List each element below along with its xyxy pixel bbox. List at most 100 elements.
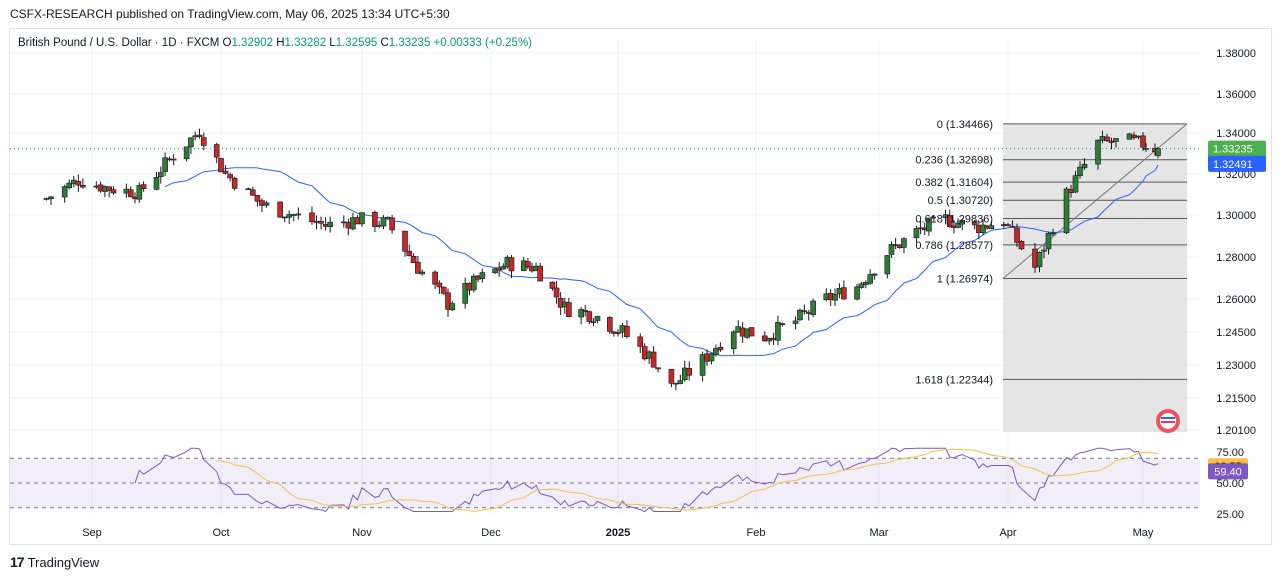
candle-body (309, 212, 315, 222)
candle-body (48, 196, 54, 200)
fib-level-label: 0.786 (1.28577) (915, 240, 993, 252)
candle-body (1045, 232, 1052, 250)
candle-body (775, 322, 781, 341)
candle (699, 351, 706, 382)
candle (286, 210, 293, 224)
candle-body (624, 325, 630, 337)
candle (615, 328, 621, 337)
candle (884, 254, 891, 279)
candle (75, 174, 82, 193)
high-value: 1.33282 (285, 37, 330, 49)
candle (432, 270, 438, 289)
candle-body (419, 271, 426, 275)
candle (1036, 251, 1043, 273)
candle-body (832, 294, 838, 301)
candle (810, 298, 816, 318)
candle (162, 152, 168, 177)
candle-body (231, 177, 238, 189)
rsi-value-tag: 59.40 (1208, 463, 1248, 480)
fib-level-label: 0.236 (1.32698) (915, 155, 993, 167)
candle (1072, 170, 1079, 194)
candle (222, 165, 229, 175)
candle (1050, 228, 1056, 237)
candle-body (479, 272, 486, 279)
candle-body (110, 189, 117, 194)
candle (136, 182, 143, 203)
flag-icon (1156, 409, 1180, 433)
candle (70, 176, 77, 188)
price-tick-label: 1.20100 (1216, 425, 1256, 437)
candle-body (432, 271, 438, 285)
candle-body (871, 273, 878, 276)
candle (1014, 223, 1020, 248)
candle-body (858, 283, 865, 288)
candle (188, 137, 194, 155)
candle (492, 268, 498, 274)
candle (537, 262, 543, 282)
time-tick-label: Dec (481, 527, 501, 539)
candle (436, 280, 443, 294)
candle (708, 353, 715, 365)
candle-body (436, 282, 443, 288)
candle (402, 230, 408, 257)
rsi-tick-label: 25.00 (1216, 509, 1244, 521)
price-tick-label: 1.36000 (1216, 89, 1256, 101)
candle-body (582, 310, 589, 312)
candle-body (140, 184, 147, 190)
candle (988, 221, 995, 230)
candle-body (196, 134, 203, 138)
candle (250, 186, 256, 196)
price-tick-label: 1.30000 (1216, 210, 1256, 222)
candle (61, 184, 68, 203)
rsi-line (134, 447, 1159, 513)
price-tag: 1.32491 (1208, 155, 1266, 172)
candle-body (810, 300, 816, 316)
candle (867, 269, 874, 285)
candle-body (470, 275, 477, 291)
close-value: 1.33235 (389, 37, 434, 49)
candle-body (327, 221, 333, 228)
candle (380, 215, 387, 230)
high-label: H (276, 37, 284, 49)
fib-level-label: 1 (1.26974) (937, 274, 993, 286)
candle (1095, 139, 1101, 170)
low-value: 1.32595 (336, 37, 381, 49)
candle-body (158, 172, 164, 177)
low-label: L (329, 37, 336, 49)
candle-body (80, 184, 86, 188)
candle-body (980, 224, 986, 233)
candle-body (615, 332, 621, 334)
candle-body (295, 213, 302, 216)
candle-body (566, 302, 572, 317)
candle (717, 342, 724, 352)
tradingview-logo-icon: 17 (10, 554, 25, 570)
candle (359, 212, 365, 227)
candle-body (748, 327, 755, 337)
candle-body (637, 336, 644, 347)
candle (1005, 223, 1011, 227)
ma-line (164, 165, 1159, 357)
price-tick-label: 1.21500 (1216, 393, 1256, 405)
candle-body (946, 215, 953, 228)
candle (419, 269, 426, 276)
attribution-text: CSFX-RESEARCH published on TradingView.c… (10, 7, 450, 21)
candle (318, 216, 324, 230)
candle (1063, 186, 1070, 234)
candle (959, 219, 966, 231)
candle (854, 284, 860, 301)
candle-body (359, 212, 365, 225)
candle (389, 214, 395, 234)
candle (901, 237, 907, 254)
candle (201, 132, 207, 151)
chart-frame (9, 28, 1272, 545)
candle-body (1009, 226, 1016, 228)
candle-body (677, 380, 684, 384)
price-tick-label: 1.24500 (1216, 327, 1256, 339)
rsi-tag-box (1208, 463, 1248, 480)
candle (410, 253, 417, 263)
time-tick-label: Apr (999, 527, 1016, 539)
time-tick-label: Mar (870, 527, 889, 539)
candle (415, 255, 421, 274)
candle (913, 225, 920, 243)
